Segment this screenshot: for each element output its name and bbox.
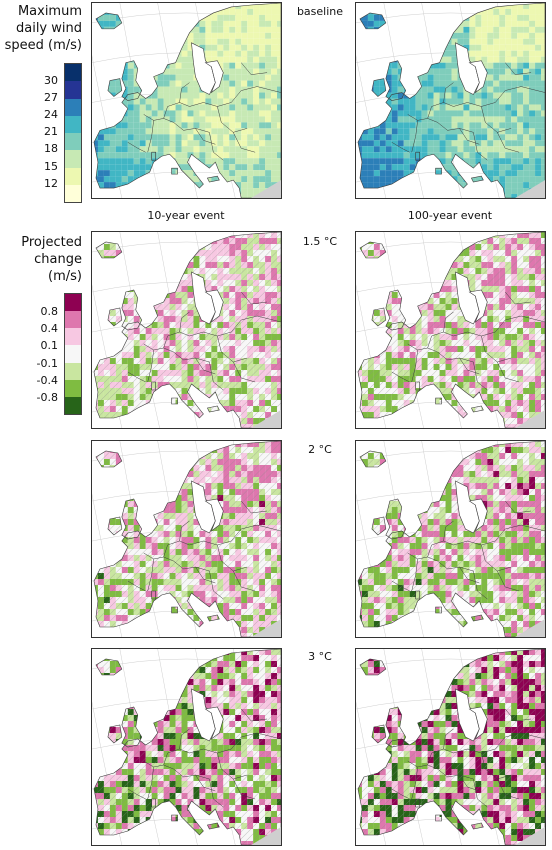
legend-bottom-swatch (65, 362, 81, 380)
land-field (93, 649, 281, 845)
map-2c-100-year (355, 440, 546, 638)
map-1-5c-100-year (355, 231, 546, 429)
map-1-5c-10-year (91, 231, 282, 429)
map-svg (92, 441, 281, 637)
land-field (93, 441, 281, 637)
coastlines-and-borders (93, 649, 281, 845)
map-svg (356, 3, 545, 198)
coastlines-and-borders (93, 3, 281, 198)
legend-top-title-line: Maximum (17, 4, 82, 19)
legend-top-swatch (65, 133, 81, 151)
legend-bottom-tick: 0.8 (40, 305, 59, 318)
map-3c-100-year (355, 648, 546, 846)
map-svg (92, 232, 281, 428)
row-label-baseline: baseline (296, 5, 344, 18)
land-field (357, 3, 545, 198)
land-field (357, 649, 545, 845)
legend-top-tick: 24 (44, 108, 58, 121)
legend-bottom-swatch (65, 379, 81, 397)
legend-bottom-tick: -0.4 (36, 374, 58, 387)
legend-bottom-tick: -0.8 (36, 391, 58, 404)
coastlines-and-borders (357, 441, 545, 637)
legend-bottom-title-line: change (34, 252, 82, 267)
legend-top-swatch (65, 64, 81, 82)
legend-top-swatch (65, 167, 81, 185)
legend-top-title-line: daily wind (15, 21, 82, 36)
legend-top-tick: 27 (44, 91, 58, 104)
legend-top-tick: 15 (44, 160, 58, 173)
legend-bottom-tick: 0.1 (40, 339, 59, 352)
legend-top-tick: 30 (44, 74, 58, 87)
land-field (357, 441, 545, 637)
legend-bottom-tick: 0.4 (40, 322, 59, 335)
legend-top-title: Maximum daily wind speed (m/s) (0, 3, 82, 54)
legend-top-tick: 18 (44, 142, 58, 155)
land-field (93, 232, 281, 428)
map-svg (92, 3, 281, 198)
legend-bottom-swatch (65, 328, 81, 346)
legend-top-title-line: speed (m/s) (4, 38, 82, 53)
row-label-3c: 3 °C (308, 650, 332, 663)
column-label-10-year: 10-year event (147, 209, 225, 222)
map-svg (356, 649, 545, 845)
coastlines-and-borders (93, 441, 281, 637)
legend-top-tick: 21 (44, 125, 58, 138)
coastlines-and-borders (357, 232, 545, 428)
legend-bottom-title-line: Projected (21, 235, 82, 250)
legend-bottom-swatch (65, 345, 81, 363)
map-svg (356, 232, 545, 428)
legend-bottom-swatch (65, 294, 81, 312)
coastlines-and-borders (357, 649, 545, 845)
legend-top-swatch (65, 98, 81, 116)
row-label-1-5c: 1.5 °C (302, 235, 338, 248)
legend-bottom-title: Projected change (m/s) (0, 234, 82, 285)
map-baseline-100-year (355, 2, 546, 199)
land-field (357, 232, 545, 428)
map-svg (356, 441, 545, 637)
map-baseline-10-year (91, 2, 282, 199)
legend-bottom-title-line: (m/s) (48, 269, 82, 284)
coastlines-and-borders (357, 3, 545, 198)
land-field (93, 3, 281, 198)
legend-top-colorbar (64, 63, 82, 203)
legend-bottom-colorbar (64, 293, 82, 415)
legend-bottom-swatch (65, 396, 81, 414)
column-label-100-year: 100-year event (407, 209, 493, 222)
legend-top-tick: 12 (44, 177, 58, 190)
legend-bottom-swatch (65, 311, 81, 329)
legend-top-swatch (65, 115, 81, 133)
legend-top-swatch (65, 184, 81, 202)
map-svg (92, 649, 281, 845)
legend-bottom-tick: -0.1 (36, 357, 58, 370)
legend-top-swatch (65, 81, 81, 99)
row-label-2c: 2 °C (308, 443, 332, 456)
map-2c-10-year (91, 440, 282, 638)
map-3c-10-year (91, 648, 282, 846)
legend-top-swatch (65, 150, 81, 168)
coastlines-and-borders (93, 232, 281, 428)
